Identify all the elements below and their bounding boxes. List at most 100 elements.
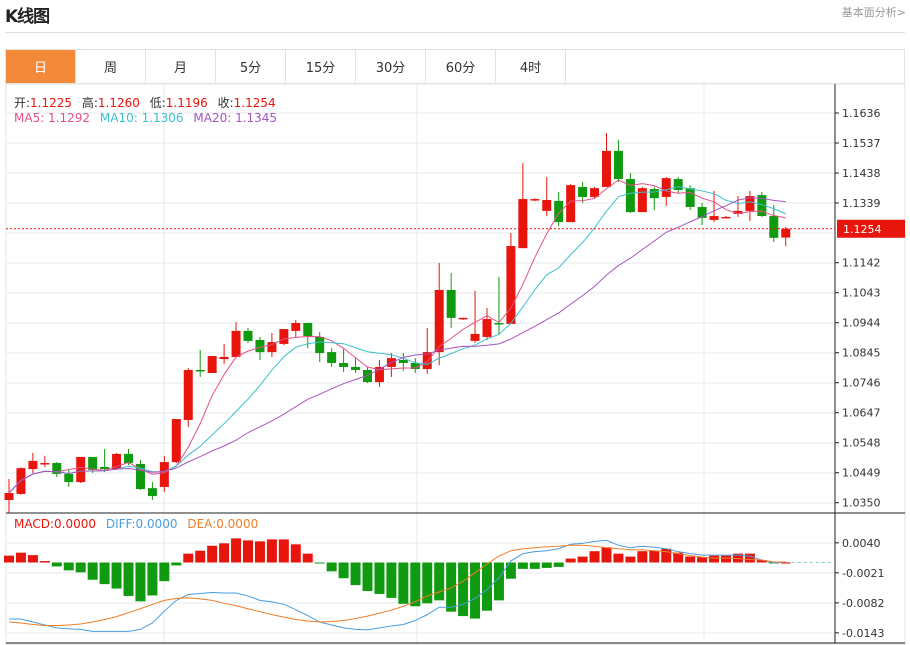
macd-bar: [290, 544, 301, 563]
candle-body: [446, 289, 456, 318]
candle: [28, 453, 38, 473]
candle-body: [231, 330, 241, 357]
macd-bar: [111, 562, 122, 589]
candle-body: [255, 339, 265, 353]
candle-body: [410, 363, 420, 370]
macd-bar: [458, 562, 469, 617]
candle-body: [351, 366, 361, 370]
diff-line: [9, 539, 786, 632]
candle: [506, 233, 516, 324]
macd-bar: [350, 562, 361, 586]
candle-body: [578, 186, 588, 197]
macd-bar: [613, 553, 624, 563]
candle-body: [135, 463, 145, 490]
candle-body: [482, 319, 492, 337]
candle-body: [171, 419, 181, 463]
candle-body: [267, 342, 277, 353]
tab-5min[interactable]: 5分: [216, 50, 286, 83]
candle: [112, 453, 122, 470]
candle-body: [685, 188, 695, 207]
candle-body: [458, 317, 468, 320]
candle: [88, 456, 98, 473]
candle-body: [781, 228, 791, 238]
candle: [207, 356, 217, 373]
macd-bar: [75, 562, 86, 573]
candle: [64, 469, 74, 487]
y-tick-label: 1.0845: [842, 347, 881, 360]
candle-body: [64, 473, 74, 483]
candle-body: [363, 369, 372, 383]
candle: [147, 482, 157, 500]
y-tick-label: 1.0647: [842, 407, 881, 420]
candle-body: [327, 352, 337, 363]
ma20-line: [8, 197, 786, 494]
tab-day[interactable]: 日: [6, 50, 76, 83]
macd-bar: [505, 562, 516, 579]
low-value: 1.1196: [165, 96, 208, 110]
macd-bar: [123, 562, 134, 596]
current-price-badge: [837, 219, 905, 238]
ma10-value: MA10: 1.1306: [99, 111, 184, 125]
tab-week[interactable]: 周: [76, 50, 146, 83]
candle: [195, 349, 205, 377]
macd-bar: [338, 562, 349, 579]
y-tick-label: 1.0350: [842, 497, 881, 510]
ma5-value: MA5: 1.1292: [14, 111, 91, 125]
candle: [566, 184, 576, 223]
candle-body: [28, 460, 38, 470]
y-tick-label: 1.0944: [842, 317, 881, 330]
macd-legend: MACD:0.0000 DIFF:0.0000 DEA:0.0000: [14, 517, 264, 531]
tab-15min[interactable]: 15分: [286, 50, 356, 83]
macd-bar: [577, 556, 588, 563]
tab-60min[interactable]: 60分: [426, 50, 496, 83]
macd-bar: [649, 550, 660, 563]
candle: [351, 358, 361, 373]
candle: [339, 349, 349, 373]
candle-body: [76, 456, 86, 483]
macd-bar: [601, 547, 612, 563]
candle-body: [207, 356, 217, 373]
candle-body: [112, 453, 122, 470]
macd-bar: [434, 562, 445, 601]
candle: [518, 163, 528, 249]
tab-month[interactable]: 月: [146, 50, 216, 83]
candle: [327, 348, 337, 367]
macd-bar: [744, 553, 755, 563]
candle-body: [637, 188, 647, 213]
macd-bar: [278, 539, 289, 563]
macd-bar: [314, 562, 325, 564]
candle: [578, 182, 588, 203]
macd-y-tick-label: -0.0143: [842, 627, 884, 640]
macd-bar: [780, 562, 791, 564]
macd-bar: [243, 540, 253, 563]
macd-bar: [51, 562, 62, 567]
candle-body: [159, 462, 169, 487]
candle: [410, 358, 420, 373]
candle-body: [422, 352, 432, 370]
macd-bar: [589, 551, 600, 563]
tab-4hour[interactable]: 4时: [496, 50, 566, 83]
y-tick-label: 1.1339: [842, 197, 881, 210]
macd-bar: [219, 543, 230, 563]
candle-body: [733, 210, 743, 214]
fundamental-analysis-link[interactable]: 基本面分析>: [841, 6, 906, 19]
tab-30min[interactable]: 30分: [356, 50, 426, 83]
candle-body: [434, 289, 444, 353]
macd-bar: [231, 538, 242, 563]
candle-body: [673, 179, 683, 190]
macd-bar: [446, 562, 457, 612]
macd-bar: [159, 562, 170, 582]
macd-bar: [553, 562, 564, 567]
macd-bar: [470, 562, 481, 619]
dea-line: [8, 544, 786, 626]
candle: [673, 176, 683, 193]
candle: [135, 459, 145, 490]
macd-bar: [326, 562, 337, 572]
macd-bar: [147, 562, 158, 596]
macd-bar: [15, 552, 26, 563]
candle-body: [506, 246, 516, 324]
candle-body: [398, 359, 408, 363]
macd-bar: [254, 541, 265, 563]
macd-value: MACD:0.0000: [14, 517, 97, 531]
